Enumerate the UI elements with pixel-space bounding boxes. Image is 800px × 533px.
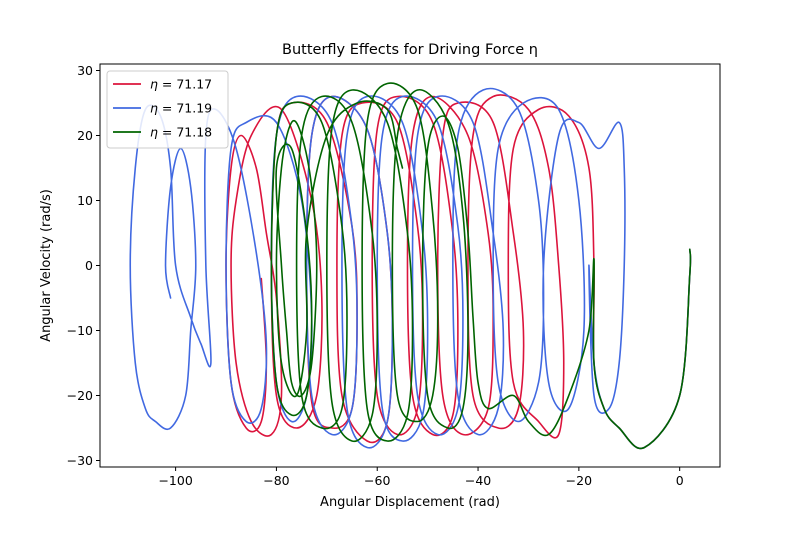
x-tick-label: −60 [364,473,390,488]
x-axis-label: Angular Displacement (rad) [320,495,500,510]
chart-title: Butterfly Effects for Driving Force η [282,42,538,58]
series-layer [129,82,692,450]
series-line-2 [129,87,692,450]
y-tick-label: −30 [67,453,93,468]
y-tick-label: 30 [77,63,93,78]
legend-label-2: η = 71.19 [150,101,212,116]
y-axis-label: Angular Velocity (rad/s) [39,189,54,342]
x-tick-label: −80 [263,473,289,488]
y-tick-label: 10 [77,193,93,208]
y-tick-label: −20 [67,388,93,403]
x-axis: −100 −80 −60 −40 −20 0 [158,467,684,488]
legend-label-3: η = 71.18 [150,125,212,140]
legend: η = 71.17 η = 71.19 η = 71.18 [106,70,229,149]
y-axis: −30 −20 −10 0 10 20 30 [67,63,100,468]
series-line-3 [270,82,692,450]
x-tick-label: 0 [676,473,684,488]
y-tick-label: 0 [85,258,93,273]
legend-label-1: η = 71.17 [150,77,212,92]
x-tick-label: −20 [566,473,592,488]
x-tick-label: −40 [465,473,491,488]
x-tick-label: −100 [158,473,192,488]
y-tick-label: 20 [77,128,93,143]
legend-box [106,70,229,149]
y-tick-label: −10 [67,323,93,338]
